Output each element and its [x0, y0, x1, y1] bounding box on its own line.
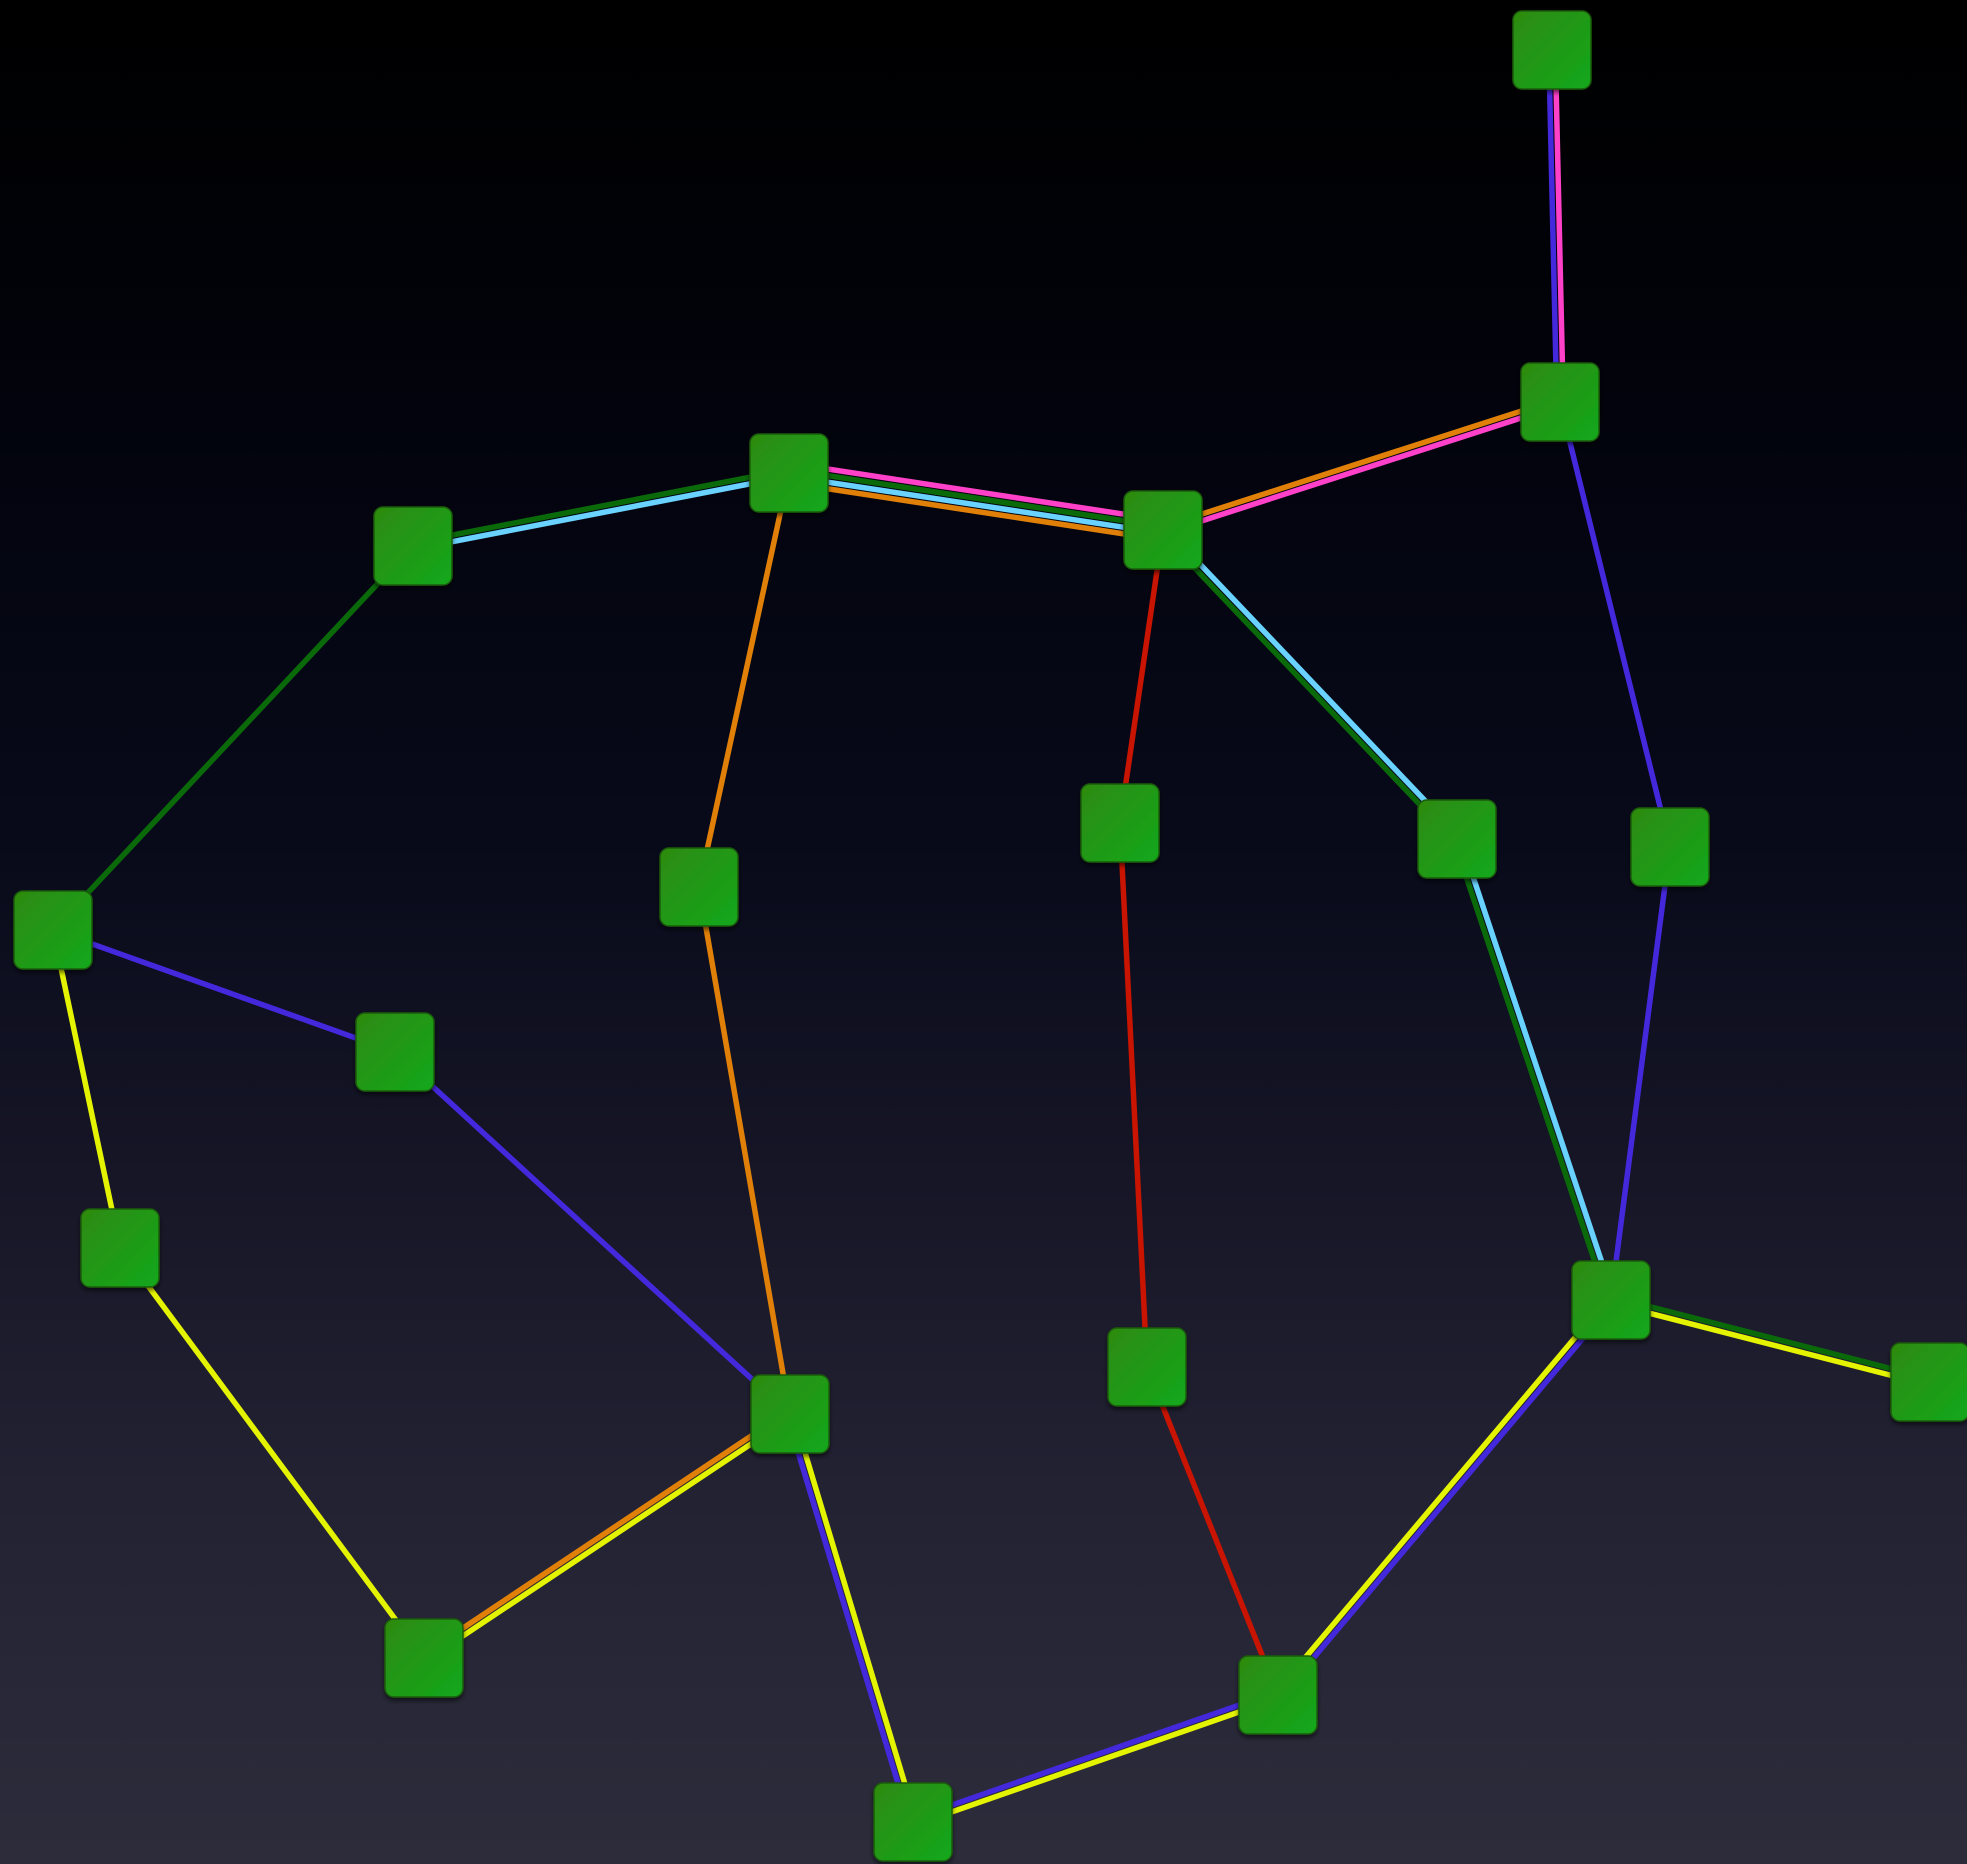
graph-node-n13[interactable]: [80, 1208, 160, 1288]
edge-line-yellow: [911, 1695, 1282, 1828]
graph-node-n18[interactable]: [1238, 1655, 1318, 1735]
edge-line-yellow: [50, 927, 123, 1251]
graph-node-n7[interactable]: [1080, 783, 1160, 863]
edge-n10-n13: [50, 927, 123, 1251]
edge-n10-n11: [50, 927, 398, 1055]
edge-line-indigo: [50, 927, 398, 1055]
edge-line-yellow: [1272, 1295, 1612, 1696]
edge-line-indigo: [909, 1689, 1280, 1822]
edge-n13-n17: [117, 1245, 427, 1661]
graph-node-n10[interactable]: [13, 890, 93, 970]
edge-line-yellow: [117, 1245, 427, 1661]
graph-node-n19[interactable]: [873, 1782, 953, 1862]
graph-node-n14[interactable]: [750, 1374, 830, 1454]
edge-line-light-blue: [410, 473, 793, 552]
graph-node-n9[interactable]: [1630, 807, 1710, 887]
edge-line-yellow: [790, 1410, 919, 1824]
edge-line-dark-green: [1451, 837, 1611, 1304]
edge-line-indigo: [392, 1049, 793, 1417]
edge-line-dark-green: [409, 467, 792, 546]
edge-n7-n15: [1117, 820, 1150, 1370]
edge-n15-n18: [1144, 1364, 1281, 1698]
edge-line-orange: [696, 470, 792, 890]
graph-node-n8[interactable]: [1417, 799, 1497, 879]
edge-n8-n12: [1451, 835, 1617, 1304]
edge-line-pink: [1552, 47, 1566, 405]
edge-line-indigo: [784, 1412, 913, 1826]
graph-node-n6[interactable]: [659, 847, 739, 927]
graph-node-n11[interactable]: [355, 1012, 435, 1092]
edge-line-light-blue: [1162, 525, 1463, 840]
edge-line-indigo: [1277, 1299, 1617, 1700]
edge-n19-n18: [909, 1689, 1282, 1828]
edge-n3-n6: [696, 470, 792, 890]
edge-n5-n10: [50, 543, 416, 933]
edge-n14-n19: [784, 1410, 919, 1826]
edge-line-dark-green: [1157, 529, 1458, 844]
edge-line-red: [1117, 820, 1150, 1370]
edge-line-indigo: [1557, 399, 1673, 850]
edge-line-dark-green: [1609, 1294, 1934, 1382]
edge-n17-n14: [419, 1408, 795, 1664]
graph-node-n2[interactable]: [1520, 362, 1600, 442]
edge-line-pink: [1161, 402, 1564, 536]
edge-n9-n12: [1608, 844, 1673, 1303]
edge-n5-n3: [409, 467, 793, 552]
graph-node-n4[interactable]: [1123, 490, 1203, 570]
edge-line-orange: [696, 884, 793, 1417]
graph-node-n3[interactable]: [749, 433, 829, 513]
edge-n12-n18: [1272, 1295, 1617, 1700]
edge-n3-n4: [784, 460, 1168, 543]
edge-line-orange: [1159, 396, 1562, 530]
nodes-layer: [13, 10, 1967, 1862]
edge-line-red: [1117, 527, 1166, 826]
edge-line-indigo: [1546, 47, 1560, 405]
edge-n1-n2: [1546, 47, 1566, 405]
edge-line-pink: [787, 460, 1168, 524]
edge-n2-n4: [1159, 396, 1564, 536]
edge-line-orange: [784, 479, 1165, 543]
graph-node-n16[interactable]: [1890, 1342, 1967, 1422]
edge-line-dark-green: [786, 467, 1167, 530]
graph-node-n1[interactable]: [1512, 10, 1592, 90]
edge-n4-n8: [1157, 525, 1463, 844]
graph-node-n5[interactable]: [373, 506, 453, 586]
edge-n11-n14: [392, 1049, 793, 1417]
edge-line-orange: [419, 1408, 791, 1659]
edge-n12-n16: [1607, 1294, 1934, 1388]
edge-line-yellow: [1607, 1300, 1932, 1388]
graph-node-n12[interactable]: [1571, 1260, 1651, 1340]
edge-line-dark-green: [50, 543, 416, 933]
edges-layer: [50, 47, 1934, 1828]
graph-node-n17[interactable]: [384, 1618, 464, 1698]
edge-n6-n14: [696, 884, 793, 1417]
edge-line-light-blue: [1457, 835, 1617, 1302]
graph-node-n15[interactable]: [1107, 1327, 1187, 1407]
edge-line-red: [1144, 1364, 1281, 1698]
edge-line-yellow: [423, 1413, 795, 1664]
edge-line-light-blue: [785, 473, 1166, 536]
edge-n4-n7: [1117, 527, 1166, 826]
edge-n2-n9: [1557, 399, 1673, 850]
edge-line-indigo: [1608, 844, 1673, 1303]
